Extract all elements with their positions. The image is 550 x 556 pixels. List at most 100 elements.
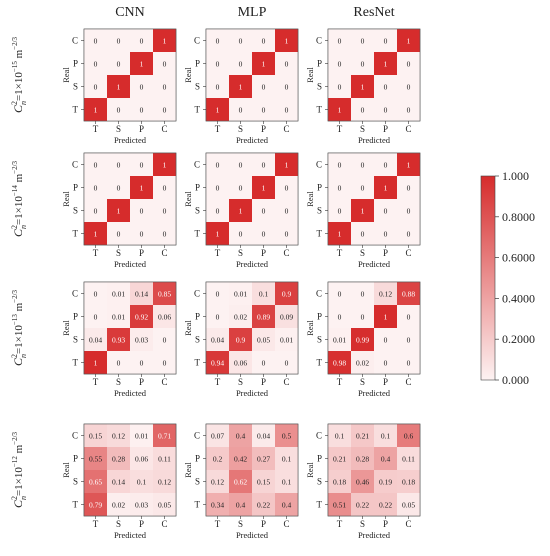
heatmap-cell bbox=[397, 305, 420, 328]
heatmap-cell bbox=[107, 424, 130, 447]
x-tick-label: P bbox=[261, 124, 266, 134]
cell-value-label: 0.05 bbox=[158, 501, 171, 510]
x-axis-label: Predicted bbox=[358, 135, 391, 145]
row-label-part: −13 bbox=[11, 314, 19, 325]
row-label-part: =1×10 bbox=[13, 72, 25, 101]
cell-value-label: 0 bbox=[163, 207, 167, 216]
x-tick-label: C bbox=[405, 124, 411, 134]
row-label-part: m bbox=[13, 173, 25, 185]
y-tick-label: C bbox=[72, 289, 78, 299]
x-axis-label: Predicted bbox=[114, 135, 147, 145]
x-tick-label: S bbox=[360, 519, 365, 529]
heatmap-cell bbox=[374, 424, 397, 447]
cell-value-label: 0 bbox=[216, 161, 220, 170]
row-label-part: n bbox=[19, 354, 28, 358]
heatmap-cell bbox=[374, 282, 397, 305]
cell-value-label: 0 bbox=[384, 161, 388, 170]
heatmap-cell bbox=[397, 351, 420, 374]
heatmap-cell bbox=[229, 176, 252, 199]
heatmap-cell bbox=[84, 424, 107, 447]
heatmap-cell bbox=[206, 282, 229, 305]
y-tick-label: C bbox=[72, 160, 78, 170]
cell-value-label: 0 bbox=[140, 359, 144, 368]
cell-value-label: 0.01 bbox=[135, 432, 148, 441]
y-tick-label: T bbox=[73, 105, 79, 115]
cell-value-label: 0 bbox=[94, 83, 98, 92]
x-tick-label: T bbox=[93, 519, 99, 529]
heatmap-cell bbox=[275, 52, 298, 75]
cell-value-label: 0.18 bbox=[402, 478, 415, 487]
cell-value-label: 0 bbox=[239, 37, 243, 46]
heatmap-cell bbox=[397, 153, 420, 176]
row-label-part: n bbox=[19, 101, 28, 105]
heatmap-cell bbox=[351, 222, 374, 245]
cell-value-label: 0.22 bbox=[379, 501, 392, 510]
y-tick-label: S bbox=[317, 335, 322, 345]
heatmap-cell bbox=[397, 447, 420, 470]
cell-value-label: 0 bbox=[338, 207, 342, 216]
cell-value-label: 0 bbox=[117, 230, 121, 239]
cell-value-label: 0 bbox=[407, 184, 411, 193]
row-label-part: m bbox=[13, 444, 25, 456]
x-tick-label: P bbox=[139, 248, 144, 258]
y-tick-label: P bbox=[195, 183, 200, 193]
heatmap-border bbox=[205, 423, 299, 517]
cell-value-label: 0 bbox=[407, 359, 411, 368]
cell-value-label: 0 bbox=[285, 184, 289, 193]
heatmap-cell bbox=[374, 153, 397, 176]
heatmap-cell bbox=[229, 470, 252, 493]
heatmap-cell bbox=[252, 153, 275, 176]
x-tick-label: C bbox=[283, 124, 289, 134]
cell-value-label: 0.02 bbox=[112, 501, 125, 510]
cell-value-label: 0.14 bbox=[135, 290, 148, 299]
y-axis-label: Real bbox=[61, 320, 71, 336]
cell-value-label: 0.4 bbox=[282, 501, 292, 510]
cell-value-label: 1 bbox=[239, 83, 243, 92]
heatmap-resnet-2: 0 0 0.12 0.88 0 0 1 0 0.01 0.99 0 0 0.98 0.02 0 0 C P S T T S… bbox=[305, 281, 421, 398]
y-tick-label: S bbox=[317, 477, 322, 487]
heatmap-cell bbox=[84, 447, 107, 470]
heatmap-cell bbox=[397, 176, 420, 199]
y-tick-label: T bbox=[195, 229, 201, 239]
x-tick-label: P bbox=[139, 519, 144, 529]
cell-value-label: 1 bbox=[285, 161, 289, 170]
heatmap-cell bbox=[206, 351, 229, 374]
y-tick-label: T bbox=[317, 500, 323, 510]
heatmap-cell bbox=[351, 153, 374, 176]
y-tick-label: P bbox=[317, 454, 322, 464]
cell-value-label: 0.12 bbox=[379, 290, 392, 299]
x-tick-label: P bbox=[383, 248, 388, 258]
y-axis-label: Real bbox=[61, 67, 71, 83]
cell-value-label: 0 bbox=[216, 313, 220, 322]
cell-value-label: 0 bbox=[384, 336, 388, 345]
y-tick-label: C bbox=[72, 36, 78, 46]
cell-value-label: 0.85 bbox=[158, 290, 171, 299]
x-tick-label: C bbox=[283, 377, 289, 387]
x-axis-label: Predicted bbox=[236, 530, 269, 540]
heatmap-cell bbox=[84, 351, 107, 374]
heatmap-cell bbox=[130, 98, 153, 121]
heatmap-cell bbox=[275, 222, 298, 245]
cell-value-label: 0.1 bbox=[137, 478, 147, 487]
y-tick-label: S bbox=[73, 477, 78, 487]
cell-value-label: 0 bbox=[117, 106, 121, 115]
heatmap-cell bbox=[275, 470, 298, 493]
x-tick-label: T bbox=[337, 248, 343, 258]
row-label-part: −14 bbox=[11, 185, 19, 196]
cell-value-label: 0.2 bbox=[213, 455, 223, 464]
cell-value-label: 0 bbox=[285, 359, 289, 368]
cell-value-label: 0 bbox=[361, 313, 365, 322]
row-label-part: −2/3 bbox=[11, 431, 19, 444]
heatmap-border bbox=[327, 28, 421, 122]
heatmap-cell bbox=[252, 282, 275, 305]
cell-value-label: 0 bbox=[361, 37, 365, 46]
row-label-part: C bbox=[11, 228, 25, 237]
heatmap-cell bbox=[229, 282, 252, 305]
cell-value-label: 0.6 bbox=[404, 432, 414, 441]
heatmap-cell bbox=[328, 52, 351, 75]
heatmap-mlp-0: 0 0 0 1 0 0 1 0 0 1 0 0 1 0 0 0 C P S T T S P C Predicted Real bbox=[183, 28, 299, 145]
x-tick-label: P bbox=[139, 377, 144, 387]
y-tick-label: S bbox=[195, 335, 200, 345]
heatmap-cell bbox=[206, 493, 229, 516]
heatmap-border bbox=[83, 28, 177, 122]
